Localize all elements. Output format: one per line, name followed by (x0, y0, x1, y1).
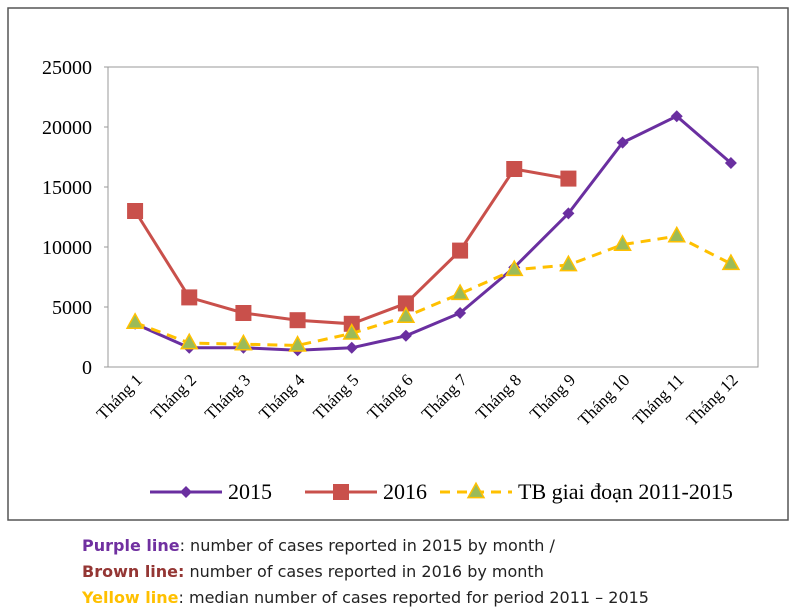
series-line (134, 234, 732, 347)
marker (342, 323, 362, 340)
marker (613, 234, 632, 251)
marker (616, 136, 629, 149)
caption-line: Brown line: number of cases reported in … (82, 562, 544, 581)
y-tick-label: 15000 (42, 177, 92, 199)
caption-text: : median number of cases reported for pe… (178, 588, 649, 607)
marker (345, 341, 358, 354)
series-line (134, 114, 732, 352)
y-tick-label: 0 (82, 357, 92, 379)
marker (504, 259, 524, 277)
caption-line: Purple line: number of cases reported in… (82, 536, 555, 555)
y-tick-label: 20000 (42, 117, 92, 139)
marker (670, 110, 683, 123)
marker (506, 161, 523, 177)
marker (452, 242, 469, 259)
legend-label: 2016 (383, 479, 427, 504)
plot-area (107, 66, 759, 368)
marker (450, 283, 470, 301)
marker (559, 254, 578, 272)
caption-text: number of cases reported in 2016 by mont… (184, 562, 544, 581)
marker (179, 332, 199, 350)
marker (396, 306, 416, 323)
y-tick-label: 10000 (42, 237, 92, 259)
legend-marker (466, 481, 486, 499)
marker (125, 312, 145, 329)
marker (127, 203, 144, 219)
caption-label: Yellow line (82, 588, 179, 607)
marker (560, 170, 577, 187)
legend-marker (180, 486, 192, 498)
marker (721, 253, 741, 271)
chart-border (7, 7, 789, 521)
caption-line: Yellow line: median number of cases repo… (82, 588, 649, 607)
marker (181, 289, 198, 306)
caption-text: : number of cases reported in 2015 by mo… (179, 536, 555, 555)
marker (288, 335, 307, 352)
caption-label: Brown line: (82, 562, 185, 581)
marker (234, 333, 253, 351)
marker (397, 295, 414, 312)
y-tick-label: 25000 (42, 57, 92, 79)
legend-label: 2015 (228, 479, 272, 504)
marker (399, 329, 412, 342)
marker (289, 312, 306, 329)
marker (562, 207, 575, 220)
marker (724, 157, 737, 169)
legend-label: TB giai đoạn 2011-2015 (518, 479, 733, 504)
marker (235, 305, 252, 321)
legend-marker (333, 484, 349, 500)
y-tick-label: 5000 (52, 297, 92, 319)
marker (454, 307, 467, 319)
marker (667, 225, 687, 243)
caption-label: Purple line (82, 536, 180, 555)
